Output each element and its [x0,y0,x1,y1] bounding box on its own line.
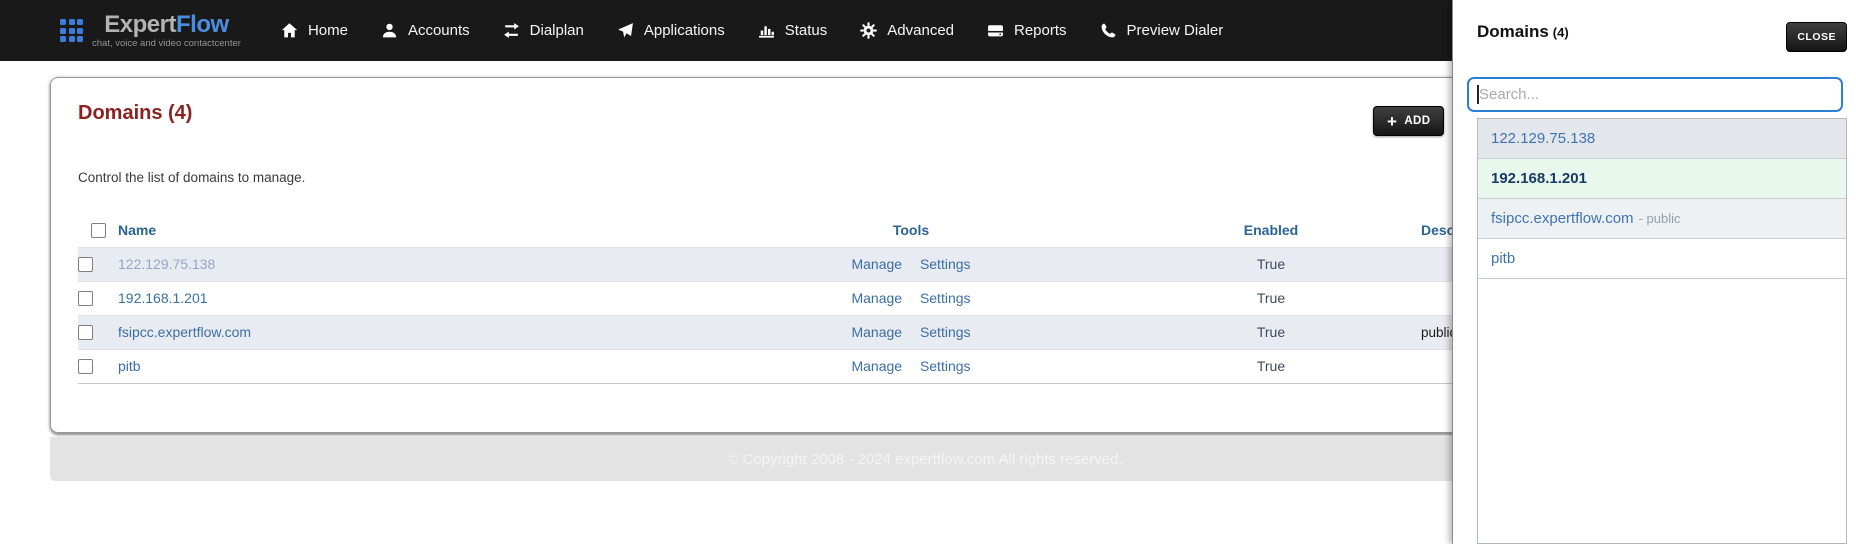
header-tools: Tools [892,221,930,238]
send-icon [617,22,634,39]
add-button[interactable]: + ADD [1373,106,1445,136]
exchange-icon [503,22,520,39]
table-row: 192.168.1.201 Manage Settings True [78,281,1774,315]
brand-name-secondary: Flow [175,11,229,38]
description-value: public [1421,325,1457,340]
domain-item-name: 192.168.1.201 [1491,170,1587,187]
enabled-value: True [1256,358,1286,374]
panel-title-text: Domains [1477,22,1549,41]
domain-item-name: fsipcc.expertflow.com [1491,210,1634,227]
nav-item-label: Accounts [407,22,470,39]
row-checkbox[interactable] [78,325,93,341]
domains-table: Name Tools Enabled Description 122.129.7… [78,213,1774,384]
nav-item-label: Home [307,22,348,39]
text-caret [1477,85,1479,104]
domain-list-item-active[interactable]: 192.168.1.201 [1478,159,1846,199]
header-name: Name [118,221,157,238]
select-all-checkbox[interactable] [90,223,106,239]
nav-item-accounts[interactable]: Accounts [381,22,470,39]
domain-list-item[interactable]: pitb [1478,239,1846,279]
brand-name-primary: Expert [104,11,176,38]
add-button-label: ADD [1404,115,1431,127]
home-icon [281,22,298,39]
panel-title: Domains (4) [1477,22,1569,42]
domain-list-item[interactable]: 122.129.75.138 [1478,119,1846,159]
nav-item-label: Dialplan [529,22,584,39]
domain-selector-panel: Domains(4) CLOSE 122.129.75.138 192.168.… [1452,0,1856,544]
enabled-value: True [1256,256,1286,272]
close-button[interactable]: CLOSE [1786,22,1847,52]
gear-icon [860,22,878,39]
manage-link[interactable]: Manage [851,256,903,272]
page-title: Domains (4) [78,102,193,124]
nav-menu: Home Accounts Dialplan Applications Stat… [281,22,1223,39]
domain-name-link[interactable]: fsipcc.expertflow.com [118,324,252,340]
manage-link[interactable]: Manage [851,358,903,374]
settings-link[interactable]: Settings [919,256,971,272]
row-checkbox[interactable] [78,359,93,375]
nav-item-label: Advanced [887,22,954,39]
nav-item-label: Status [784,22,828,39]
nav-item-reports[interactable]: Reports [987,22,1067,39]
plus-icon: + [1387,111,1398,131]
row-checkbox[interactable] [78,257,93,273]
brand-tagline: chat, voice and video contactcenter [92,38,241,49]
manage-link[interactable]: Manage [851,324,903,340]
nav-item-preview-dialer[interactable]: Preview Dialer [1100,22,1224,39]
nav-item-status[interactable]: Status [758,22,828,39]
phone-icon [1100,22,1117,39]
nav-item-label: Applications [643,22,725,39]
user-icon [381,22,398,39]
page-subtitle: Control the list of domains to manage. [78,170,306,185]
domain-item-suffix: - public [1638,211,1681,226]
domain-item-name: pitb [1491,250,1516,267]
domain-search [1467,77,1843,112]
enabled-value: True [1256,290,1286,306]
copyright-text: © Copyright 2008 - 2024 expertflow.com A… [727,450,1123,468]
bar-chart-icon [758,22,775,39]
brand-logo[interactable]: ExpertFlow chat, voice and video contact… [60,12,241,49]
domain-name-link[interactable]: pitb [118,358,141,374]
nav-item-label: Reports [1014,22,1067,39]
table-row: fsipcc.expertflow.com Manage Settings Tr… [78,315,1774,349]
enabled-value: True [1256,324,1286,340]
nav-item-advanced[interactable]: Advanced [860,22,954,39]
row-checkbox[interactable] [78,291,93,307]
nav-item-applications[interactable]: Applications [617,22,725,39]
brand-text: ExpertFlow chat, voice and video contact… [92,12,241,49]
domain-item-name: 122.129.75.138 [1491,130,1596,147]
settings-link[interactable]: Settings [919,290,971,306]
table-row: pitb Manage Settings True [78,349,1774,383]
settings-link[interactable]: Settings [919,358,971,374]
search-input[interactable] [1467,77,1843,112]
domain-name-link[interactable]: 192.168.1.201 [118,290,208,306]
nav-item-label: Preview Dialer [1126,22,1224,39]
domain-list: 122.129.75.138 192.168.1.201 fsipcc.expe… [1477,118,1847,544]
domain-name-link[interactable]: 122.129.75.138 [118,256,216,272]
panel-title-count: (4) [1552,25,1569,40]
manage-link[interactable]: Manage [851,290,903,306]
header-enabled: Enabled [1243,221,1299,238]
domain-list-item[interactable]: fsipcc.expertflow.com - public [1478,199,1846,239]
settings-link[interactable]: Settings [919,324,971,340]
hdd-icon [987,22,1004,39]
nav-item-dialplan[interactable]: Dialplan [503,22,584,39]
brand-dots-icon [60,19,83,42]
nav-item-home[interactable]: Home [281,22,348,39]
